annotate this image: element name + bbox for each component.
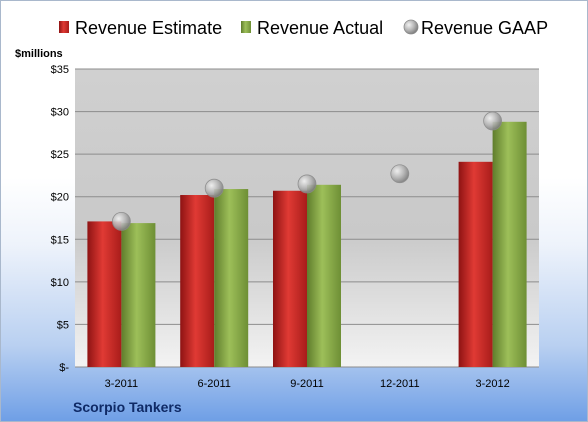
y-tick-label: $15 (51, 234, 69, 246)
x-tick-label: 9-2011 (290, 378, 323, 390)
marker-revenue-gaap (483, 111, 503, 131)
y-tick-label: $25 (51, 149, 69, 161)
legend-label: Revenue Actual (257, 18, 383, 38)
marker-revenue-gaap (204, 178, 224, 198)
marker-revenue-gaap (390, 164, 410, 184)
legend-swatch (241, 21, 251, 33)
legend-swatch (59, 21, 69, 33)
bar-revenue-estimate (180, 195, 215, 367)
bar-revenue-estimate (458, 161, 493, 367)
y-tick-label: $20 (51, 192, 69, 204)
y-tick-label: $30 (51, 107, 69, 119)
y-tick-label: $35 (51, 64, 69, 76)
bar-revenue-estimate (273, 190, 307, 367)
y-tick-label: $5 (57, 319, 69, 331)
y-tick-label: $10 (51, 277, 69, 289)
y-tick-label: $- (59, 362, 69, 374)
legend-label: Revenue Estimate (75, 18, 222, 38)
marker-revenue-gaap (112, 212, 131, 231)
legend: Revenue Estimate Revenue Actual Revenue GA… (59, 18, 548, 38)
legend-swatch (403, 19, 419, 35)
marker-revenue-gaap (297, 174, 317, 194)
legend-label: Revenue GAAP (421, 18, 548, 38)
company-name: Scorpio Tankers (73, 399, 182, 415)
x-tick-label: 12-2011 (380, 378, 420, 390)
bar-revenue-actual (214, 189, 249, 367)
x-tick-label: 6-2011 (197, 378, 230, 390)
unit-label: $millions (15, 48, 63, 60)
bar-revenue-actual (307, 184, 341, 367)
x-tick-label: 3-2012 (475, 378, 509, 390)
bar-revenue-actual (492, 121, 527, 367)
x-tick-label: 3-2011 (105, 378, 138, 390)
plot-area: $- $5 $10 $15 $20 $25 $30 $35 3-2011 6-2011 9-2011… (51, 64, 539, 390)
bar-revenue-estimate (87, 221, 122, 367)
bar-revenue-actual (121, 223, 156, 367)
